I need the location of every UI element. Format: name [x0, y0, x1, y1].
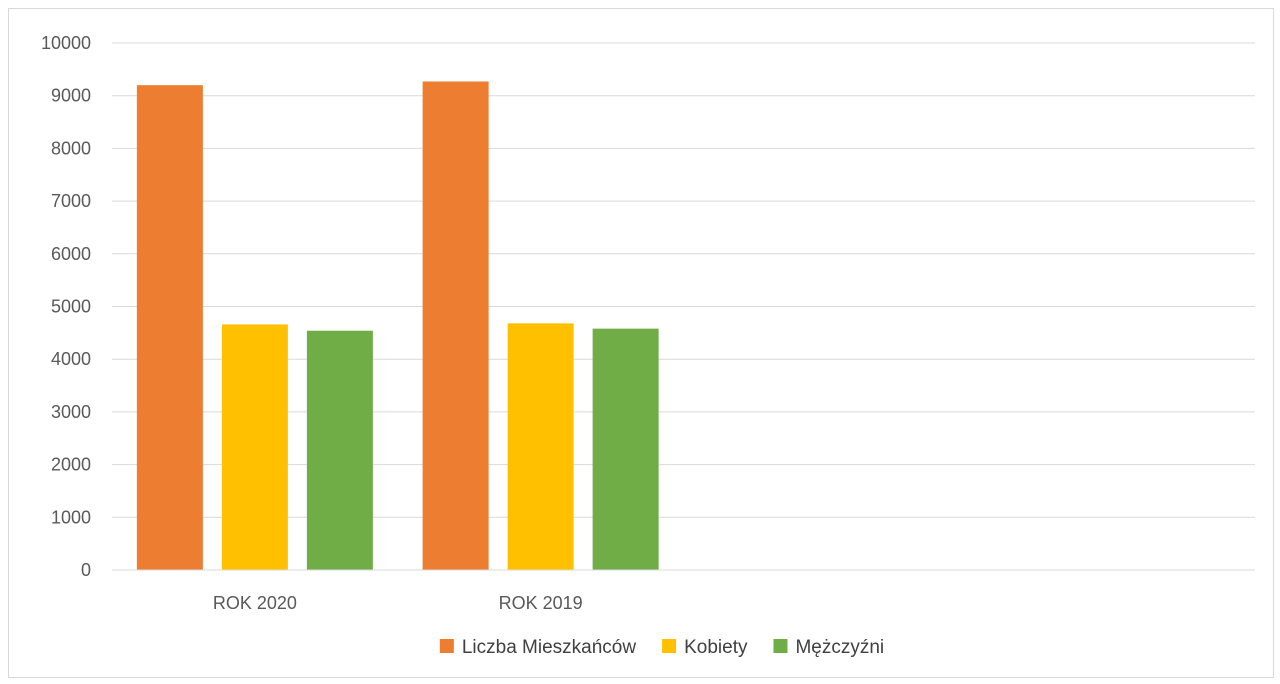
y-tick-label: 9000	[51, 86, 91, 106]
y-tick-label: 3000	[51, 402, 91, 422]
y-tick-label: 7000	[51, 191, 91, 211]
y-axis-ticks: 0 1000 2000 3000 4000 5000 6000 7000 8000 9000 100…	[41, 33, 91, 580]
y-tick-label: 2000	[51, 455, 91, 475]
y-tick-label: 0	[81, 560, 91, 580]
y-tick-label: 10000	[41, 33, 91, 53]
bar-liczba-mieszkańców	[136, 85, 203, 570]
legend-label: Mężczyźni	[795, 637, 884, 658]
bar-kobiety	[507, 323, 574, 570]
chart-frame: 0 1000 2000 3000 4000 5000 6000 7000 8000 9000 100…	[8, 8, 1274, 678]
y-tick-label: 5000	[51, 297, 91, 317]
bar-mężczyźni	[592, 328, 659, 570]
y-tick-label: 4000	[51, 349, 91, 369]
y-tick-label: 1000	[51, 507, 91, 527]
bar-chart: 0 1000 2000 3000 4000 5000 6000 7000 8000 9000 100…	[41, 33, 1255, 658]
x-category-label: ROK 2019	[499, 593, 583, 613]
legend-swatch	[773, 639, 788, 653]
gridlines	[112, 42, 1255, 518]
x-category-label: ROK 2020	[213, 593, 297, 613]
legend-label: Liczba Mieszkańców	[462, 637, 637, 658]
x-axis-categories: ROK 2020 ROK 2019	[213, 593, 583, 613]
legend-swatch	[662, 639, 677, 653]
bar-kobiety	[221, 324, 288, 570]
legend-label: Kobiety	[684, 637, 748, 658]
y-tick-label: 8000	[51, 138, 91, 158]
bars	[136, 81, 659, 570]
y-tick-label: 6000	[51, 244, 91, 264]
legend-swatch	[439, 639, 454, 653]
bar-liczba-mieszkańców	[422, 81, 489, 570]
bar-mężczyźni	[306, 330, 373, 570]
legend: Liczba Mieszkańców Kobiety Mężczyźni	[439, 637, 884, 658]
